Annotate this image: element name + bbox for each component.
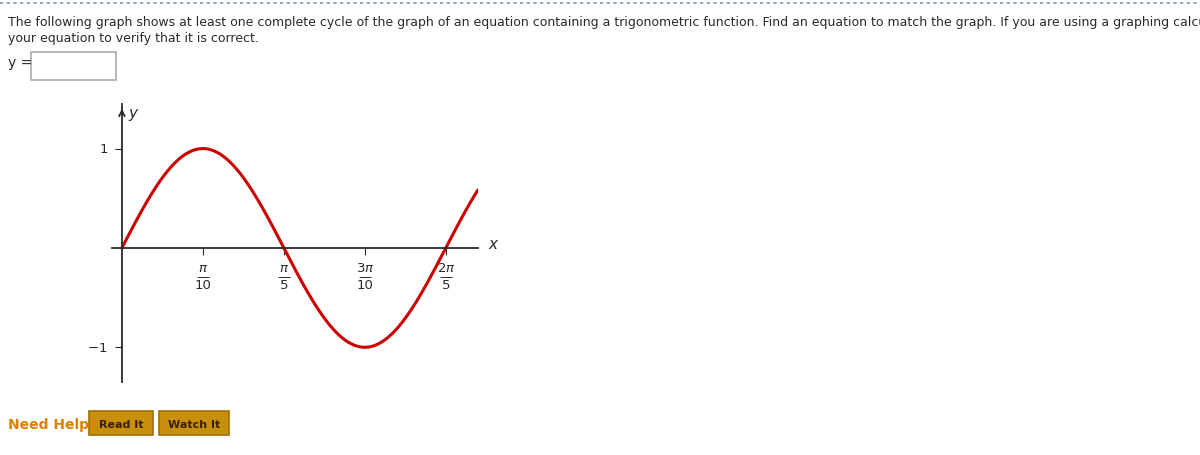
- Text: $\pi$: $\pi$: [198, 261, 208, 274]
- Text: $-1$: $-1$: [88, 341, 108, 354]
- Text: —: —: [277, 270, 290, 283]
- Text: $3\pi$: $3\pi$: [355, 261, 374, 274]
- Text: $\pi$: $\pi$: [278, 261, 289, 274]
- Text: $2\pi$: $2\pi$: [437, 261, 455, 274]
- Text: y: y: [128, 106, 137, 121]
- FancyBboxPatch shape: [160, 411, 229, 435]
- Text: —: —: [359, 270, 372, 283]
- Text: 10: 10: [194, 278, 211, 291]
- Text: 10: 10: [356, 278, 373, 291]
- Text: 5: 5: [442, 278, 450, 291]
- Text: Read It: Read It: [98, 419, 143, 429]
- FancyBboxPatch shape: [31, 53, 116, 81]
- Text: Watch It: Watch It: [168, 419, 220, 429]
- Text: —: —: [439, 270, 452, 283]
- Text: Need Help?: Need Help?: [8, 417, 97, 431]
- Text: x: x: [488, 237, 498, 252]
- Text: y =: y =: [8, 56, 32, 70]
- FancyBboxPatch shape: [89, 411, 154, 435]
- Text: The following graph shows at least one complete cycle of the graph of an equatio: The following graph shows at least one c…: [8, 16, 1200, 29]
- Text: —: —: [197, 270, 210, 283]
- Text: your equation to verify that it is correct.: your equation to verify that it is corre…: [8, 32, 259, 45]
- Text: 1: 1: [100, 143, 108, 156]
- Text: 5: 5: [280, 278, 288, 291]
